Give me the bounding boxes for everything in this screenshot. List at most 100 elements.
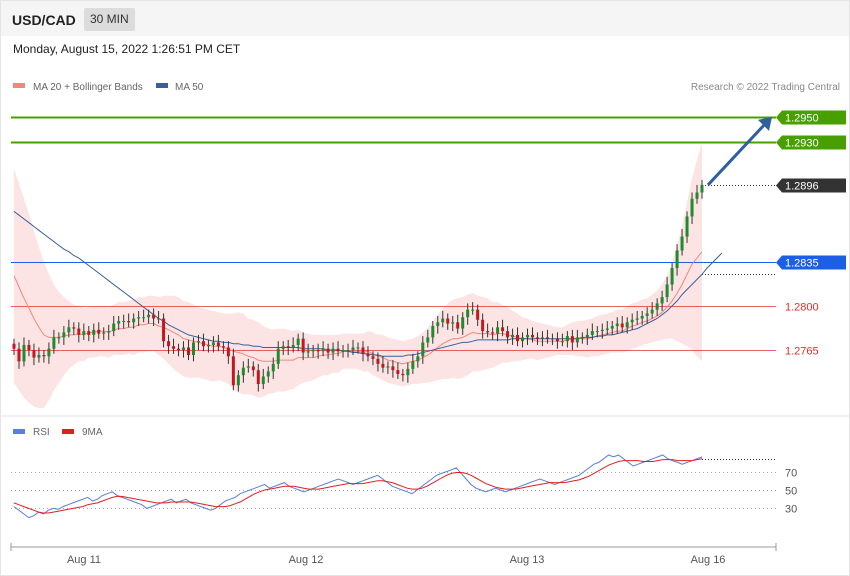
target-level-tag [776,135,846,150]
candle-body [555,338,559,342]
candle-body [311,350,315,352]
candle-body [67,327,71,333]
x-tick-label: Aug 16 [691,554,726,566]
candle-body [431,326,435,338]
candle-body [610,326,614,329]
candle-body [42,355,46,357]
legend-ma50-label: MA 50 [175,82,204,93]
target-arrow [706,116,772,186]
current-level-tag [776,178,846,193]
candle-body [635,318,639,320]
legend-swatch-ma20 [13,83,25,88]
candle-body [276,348,280,364]
bollinger-band-area [14,142,702,408]
candle-body [675,250,679,269]
candle-body [52,337,56,349]
candle-body [196,341,200,343]
candle-body [191,342,195,356]
candle-body [226,347,230,357]
candle-body [271,363,275,372]
credit-label: Research © 2022 Trading Central [691,82,840,93]
candle-body [535,337,539,339]
candle-body [545,337,549,339]
candle-body [476,309,480,320]
candle-body [216,342,220,347]
candle-body [461,317,465,329]
candle-body [57,337,61,339]
candle-body [391,366,395,371]
target-arrow-head [758,116,772,131]
candle-body [162,318,166,342]
candle-body [421,342,425,357]
candle-body [491,332,495,334]
legend-swatch-9ma [62,429,74,434]
candle-body [341,350,345,352]
candle-body [236,375,240,386]
candle-body [211,342,215,345]
price-level-tags: 1.2950 1.2930 1.2896 1.2835 1.2800 1.2765 [776,110,846,358]
candle-body [286,346,290,348]
rsi-reference-lines: 70 50 30 [11,468,797,516]
x-tick-label: Aug 13 [510,554,545,566]
candle-body [506,331,510,338]
candle-body [206,344,210,347]
candle-body [371,356,375,359]
candle-body [137,317,141,319]
candle-body [695,192,699,199]
candle-body [306,351,310,353]
candle-body [605,328,609,330]
legend-9ma-label: 9MA [82,427,103,438]
candle-body [426,337,430,343]
candle-body [665,284,669,298]
candle-body [595,331,599,333]
candle-body [291,344,295,348]
candle-body [12,343,16,349]
candle-body [590,331,594,335]
candle-body [540,337,544,339]
symbol-label: USD/CAD [12,12,76,28]
rsi-lines [13,454,776,519]
candle-body [615,323,619,327]
candle-body [152,314,156,319]
x-tick-label: Aug 11 [67,554,101,566]
candle-body [107,331,111,333]
support-level-label: 1.2800 [785,302,819,314]
pivot-level-tag [776,255,846,270]
candle-body [47,348,51,357]
candle-body [451,322,455,324]
price-levels [11,116,776,351]
candle-body [526,334,530,338]
candle-body [172,346,176,349]
candle-body [401,373,405,376]
candle-body [521,337,525,342]
candle-body [261,376,265,385]
candle-body [361,347,365,354]
chart-header: USD/CAD 30 MIN [1,1,849,36]
candle-body [366,353,370,357]
candle-body [620,323,624,328]
candle-body [336,348,340,352]
candle-body [441,318,445,323]
legend-swatch-ma50 [156,83,168,88]
target-level-tag [776,110,846,125]
candle-body [182,347,186,350]
pivot-level-label: 1.2835 [785,258,819,270]
candle-body [346,350,350,351]
candle-body [625,322,629,328]
candle-body [356,347,360,349]
candle-body [580,337,584,339]
candle-body [565,336,569,342]
rsi-line [13,454,703,519]
x-axis: Aug 11 Aug 12 Aug 13 Aug 16 [10,543,777,566]
legend-ma20-label: MA 20 + Bollinger Bands [33,82,143,93]
candle-body [386,366,390,368]
interval-badge[interactable]: 30 MIN [84,8,135,31]
candle-body [142,317,146,319]
legend-rsi-label: RSI [33,427,50,438]
candle-body [251,366,255,371]
current-level-label: 1.2896 [785,181,819,193]
candle-body [32,350,36,358]
candle-body [157,318,161,320]
candle-body [112,323,116,332]
